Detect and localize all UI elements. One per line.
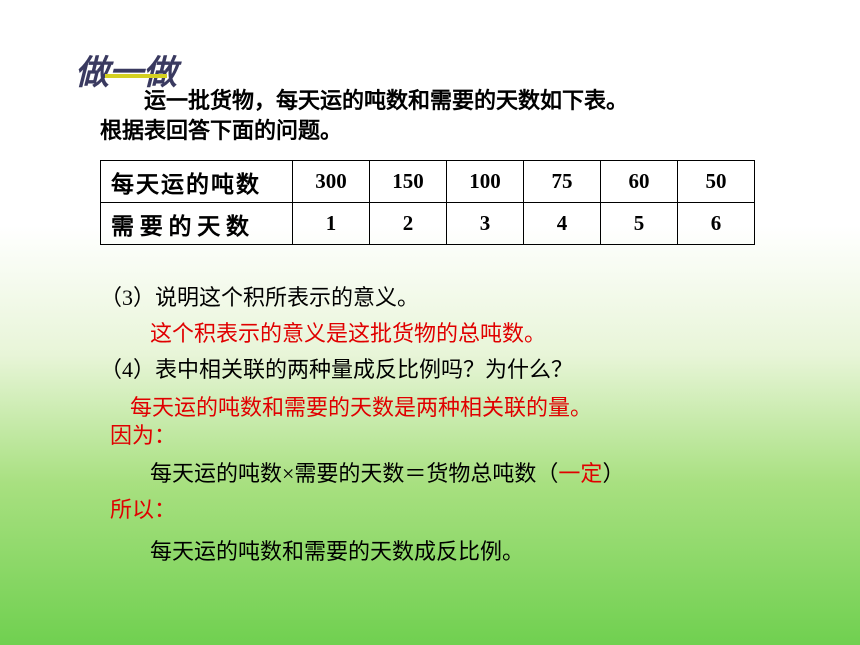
answer-3: 这个积表示的意义是这批货物的总吨数。 [150, 316, 546, 352]
answer-4-because: 因为： [110, 418, 176, 454]
table-cell: 60 [601, 161, 678, 203]
table-cell: 1 [293, 203, 370, 245]
table-cell: 100 [447, 161, 524, 203]
intro-line-2: 根据表回答下面的问题。 [100, 116, 628, 146]
table-cell: 5 [601, 203, 678, 245]
table-cell: 300 [293, 161, 370, 203]
intro-line-1: 运一批货物，每天运的吨数和需要的天数如下表。 [100, 86, 628, 116]
question-4: （4）表中相关联的两种量成反比例吗？为什么？ [100, 352, 573, 388]
equation-constant: 一定 [558, 461, 602, 486]
table-row: 需 要 的 天 数 1 2 3 4 5 6 [101, 203, 755, 245]
table-cell: 3 [447, 203, 524, 245]
intro-text: 运一批货物，每天运的吨数和需要的天数如下表。 根据表回答下面的问题。 [100, 86, 628, 146]
row-label-tons: 每天运的吨数 [101, 161, 293, 203]
table-cell: 6 [678, 203, 755, 245]
table-cell: 150 [370, 161, 447, 203]
equation-line: 每天运的吨数×需要的天数＝货物总吨数（一定） [150, 456, 624, 492]
answer-4-line1: 每天运的吨数和需要的天数是两种相关联的量。 [130, 390, 592, 426]
equation-pre: 每天运的吨数×需要的天数＝货物总吨数（ [150, 461, 558, 486]
table-row: 每天运的吨数 300 150 100 75 60 50 [101, 161, 755, 203]
equation-post: ） [602, 461, 624, 486]
table-cell: 75 [524, 161, 601, 203]
question-3: （3）说明这个积所表示的意义。 [100, 280, 419, 316]
data-table: 每天运的吨数 300 150 100 75 60 50 需 要 的 天 数 1 … [100, 160, 755, 245]
table-cell: 4 [524, 203, 601, 245]
answer-4-so: 所以： [110, 492, 176, 528]
row-label-days: 需 要 的 天 数 [101, 203, 293, 245]
table-cell: 50 [678, 161, 755, 203]
title-underline [105, 74, 167, 78]
table-cell: 2 [370, 203, 447, 245]
conclusion: 每天运的吨数和需要的天数成反比例。 [150, 534, 524, 570]
